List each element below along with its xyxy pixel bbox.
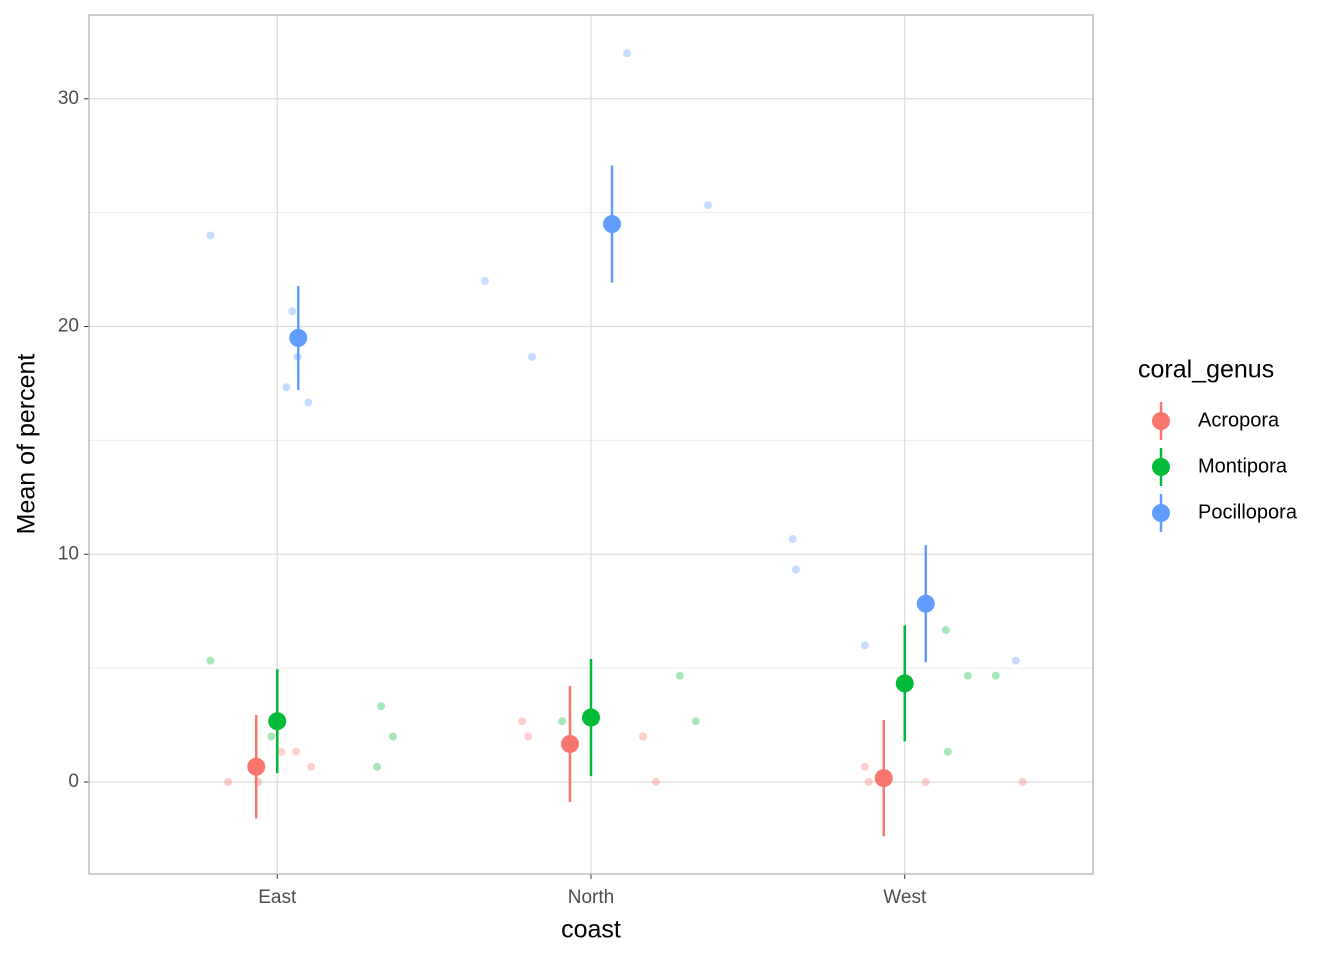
raw-point [288, 307, 297, 316]
legend-title: coral_genus [1138, 356, 1274, 384]
x-tick-label: West [883, 887, 927, 908]
raw-point [224, 777, 233, 786]
mean-point [247, 757, 266, 776]
mean-point [582, 708, 600, 727]
legend-key-point [1152, 504, 1170, 522]
y-tick-label: 0 [68, 771, 79, 792]
y-axis-title: Mean of percent [13, 354, 41, 535]
raw-point [206, 656, 215, 665]
raw-point [517, 717, 526, 726]
raw-point [791, 565, 800, 574]
raw-point [860, 762, 869, 771]
raw-point [307, 762, 316, 771]
mean-point [874, 769, 893, 788]
raw-point [389, 732, 398, 741]
mean-point [268, 712, 287, 731]
raw-point [292, 747, 301, 756]
x-axis-title: coast [561, 916, 621, 944]
raw-point [1011, 656, 1020, 665]
raw-point [921, 777, 930, 786]
raw-point [623, 49, 632, 58]
raw-point [864, 777, 873, 786]
raw-point [788, 535, 797, 544]
raw-point [691, 717, 700, 726]
y-tick-label: 20 [58, 316, 79, 337]
legend-label: Montipora [1198, 455, 1288, 477]
raw-point [524, 732, 533, 741]
raw-point [704, 201, 713, 210]
raw-point [963, 671, 972, 680]
raw-point [943, 747, 952, 756]
raw-point [304, 398, 313, 407]
raw-point [373, 762, 382, 771]
raw-point [277, 747, 286, 756]
raw-point [282, 383, 291, 392]
raw-point [1018, 777, 1027, 786]
mean-point [895, 674, 914, 693]
legend-label: Pocillopora [1198, 501, 1298, 523]
mean-point [916, 594, 935, 613]
raw-point [206, 231, 215, 240]
raw-point [991, 671, 1000, 680]
raw-point [558, 717, 567, 726]
raw-point [941, 626, 950, 635]
raw-point [675, 671, 684, 680]
legend-key-point [1152, 412, 1170, 430]
legend-key-point [1152, 458, 1170, 476]
mean-point [560, 734, 579, 753]
plot-border [88, 14, 1094, 875]
raw-point [528, 352, 537, 361]
legend-label: Acropora [1198, 409, 1280, 431]
raw-point [377, 702, 386, 711]
raw-point [480, 276, 489, 285]
y-tick-label: 30 [58, 88, 79, 109]
raw-point [860, 641, 869, 650]
raw-point [639, 732, 648, 741]
mean-point [603, 215, 622, 234]
mean-point [289, 328, 308, 347]
raw-point [651, 777, 660, 786]
y-tick-label: 10 [58, 543, 79, 564]
x-tick-label: North [568, 887, 614, 908]
x-tick-label: East [258, 887, 297, 908]
raw-point [267, 732, 276, 741]
